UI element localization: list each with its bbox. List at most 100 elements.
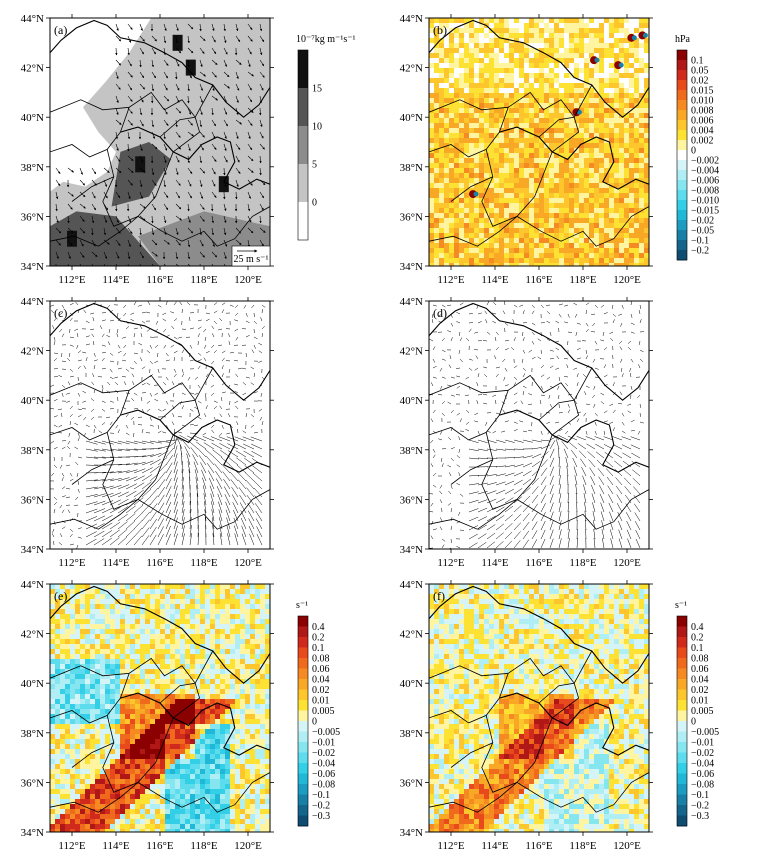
colorbar-level: −0.1 — [312, 790, 330, 801]
colorbar-level: 0.06 — [691, 664, 709, 675]
colorbar-level: 0.01 — [312, 696, 330, 707]
panel-a-label: (a) — [54, 23, 67, 37]
colorbar-level: −0.1 — [691, 236, 709, 247]
colorbar-level: −0.2 — [312, 801, 330, 812]
panel-a-lon-tick: 112°E — [58, 274, 85, 286]
colorbar-level: 0 — [312, 717, 317, 728]
panel-e-lon-tick: 114°E — [102, 840, 129, 852]
colorbar-level: −0.010 — [691, 196, 719, 207]
panel-b-lat-tick: 38°N — [400, 162, 423, 174]
panel-b-colorbar: hPa0.10.050.020.0150.0100.0080.0060.0040… — [675, 34, 719, 261]
colorbar-level: −0.02 — [312, 748, 335, 759]
panel-f-lon-tick: 120°E — [613, 840, 641, 852]
panel-a-lon-tick: 120°E — [234, 274, 262, 286]
panel-c-lat-tick: 42°N — [21, 346, 44, 358]
panel-e-label: (e) — [54, 589, 67, 603]
colorbar-level: −0.3 — [312, 811, 330, 822]
colorbar-level: 0.004 — [691, 126, 714, 137]
panel-f-lon-tick: 114°E — [481, 840, 508, 852]
panel-a-lon-tick: 116°E — [146, 274, 173, 286]
colorbar-level: −0.006 — [691, 176, 719, 187]
colorbar-level: 0.01 — [691, 696, 709, 707]
panel-f-lat-tick: 38°N — [400, 728, 423, 740]
panel-e-lat-tick: 34°N — [21, 827, 44, 839]
panel-b-lon-tick: 116°E — [525, 274, 552, 286]
colorbar-level: −0.06 — [691, 769, 714, 780]
panel-f-lon-tick: 116°E — [525, 840, 552, 852]
panel-e: 112°E 114°E 116°E 118°E 120°E 44°N 42°N 40°N 38°… — [21, 579, 340, 852]
colorbar-level: −0.08 — [312, 780, 335, 791]
colorbar-level: 0.02 — [312, 685, 330, 696]
panel-f-lon-tick: 118°E — [569, 840, 596, 852]
panel-a-lat-tick: 40°N — [21, 112, 44, 124]
panel-d-lat-tick: 42°N — [400, 346, 423, 358]
colorbar-level: 0.008 — [691, 106, 714, 117]
panel-e-lat-tick: 44°N — [21, 579, 44, 591]
panel-e-lat-tick: 42°N — [21, 629, 44, 641]
panel-a-lat-tick: 44°N — [21, 13, 44, 25]
colorbar-level: 0.1 — [312, 643, 325, 654]
panel-a-lat-tick: 34°N — [21, 261, 44, 273]
colorbar-level: −0.05 — [691, 226, 714, 237]
panel-e-lat-tick: 36°N — [21, 777, 44, 789]
panel-b-lat-tick: 44°N — [400, 13, 423, 25]
colorbar-level: −0.01 — [312, 738, 335, 749]
colorbar-level: −0.005 — [691, 727, 719, 738]
panel-c-lon-tick: 118°E — [190, 557, 217, 569]
colorbar-level: −0.008 — [691, 186, 719, 197]
colorbar-level: 0.2 — [691, 633, 704, 644]
panel-c-lat-tick: 34°N — [21, 544, 44, 556]
panel-c-lon-tick: 120°E — [234, 557, 262, 569]
colorbar-unit: hPa — [675, 34, 691, 45]
panel-c-lat-tick: 36°N — [21, 494, 44, 506]
colorbar-level: −0.01 — [691, 738, 714, 749]
colorbar-level: 0.1 — [691, 643, 704, 654]
colorbar-level: 0.02 — [691, 76, 709, 87]
panel-f-lat-tick: 36°N — [400, 777, 423, 789]
colorbar-level: −0.02 — [691, 216, 714, 227]
colorbar-level: −0.1 — [691, 790, 709, 801]
panel-f-label: (f) — [433, 589, 445, 603]
panel-e-lat-tick: 40°N — [21, 678, 44, 690]
colorbar-level: 5 — [312, 160, 317, 171]
panel-c-lat-tick: 38°N — [21, 445, 44, 457]
colorbar-level: −0.02 — [691, 748, 714, 759]
panel-c-lon-tick: 116°E — [146, 557, 173, 569]
panel-e-lon-tick: 118°E — [190, 840, 217, 852]
colorbar-level: 0.002 — [691, 136, 714, 147]
colorbar-level: 0.06 — [312, 664, 330, 675]
panel-a-lat-tick: 36°N — [21, 211, 44, 223]
panel-b-lat-tick: 34°N — [400, 261, 423, 273]
colorbar-level: −0.015 — [691, 206, 719, 217]
panel-b-lat-tick: 40°N — [400, 112, 423, 124]
panel-f-lat-tick: 34°N — [400, 827, 423, 839]
panel-a-lon-tick: 114°E — [102, 274, 129, 286]
panel-a-lat-tick: 38°N — [21, 162, 44, 174]
panel-b-label: (b) — [433, 23, 447, 37]
colorbar-level: 15 — [312, 84, 322, 95]
colorbar-level: 0.005 — [691, 706, 714, 717]
panel-d-lat-tick: 44°N — [400, 296, 423, 308]
panel-c-lat-tick: 40°N — [21, 395, 44, 407]
panel-f-colorbar: s⁻¹0.40.20.10.080.060.040.020.010.0050−0… — [675, 600, 719, 827]
colorbar-level: 0.4 — [691, 622, 704, 633]
panel-b: 112°E 114°E 116°E 118°E 120°E 44°N 42°N 40°N 38°… — [400, 13, 719, 286]
colorbar-unit: 10⁻⁷kg m⁻¹s⁻¹ — [296, 34, 356, 45]
colorbar-unit: s⁻¹ — [675, 600, 687, 611]
panel-e-lon-tick: 120°E — [234, 840, 262, 852]
panel-a: 112°E 114°E 116°E 118°E 120°E 44°N 42°N 40°N 38°… — [21, 13, 356, 286]
panel-d-lon-tick: 112°E — [437, 557, 464, 569]
panel-c: 112°E 114°E 116°E 118°E 120°E 44°N 42°N 40°N 38°… — [21, 296, 274, 569]
colorbar-level: −0.04 — [312, 759, 335, 770]
colorbar-level: 0.05 — [691, 66, 709, 77]
panel-a-lon-tick: 118°E — [190, 274, 217, 286]
panel-a-lat-tick: 42°N — [21, 63, 44, 75]
panel-d: 112°E 114°E 116°E 118°E 120°E 44°N 42°N 40°N 38°… — [400, 296, 653, 569]
colorbar-level: 0.006 — [691, 116, 714, 127]
panel-c-lon-tick: 114°E — [102, 557, 129, 569]
panel-e-lon-tick: 116°E — [146, 840, 173, 852]
colorbar-level: 0.010 — [691, 96, 714, 107]
panel-d-label: (d) — [433, 306, 447, 320]
panel-d-lon-tick: 118°E — [569, 557, 596, 569]
